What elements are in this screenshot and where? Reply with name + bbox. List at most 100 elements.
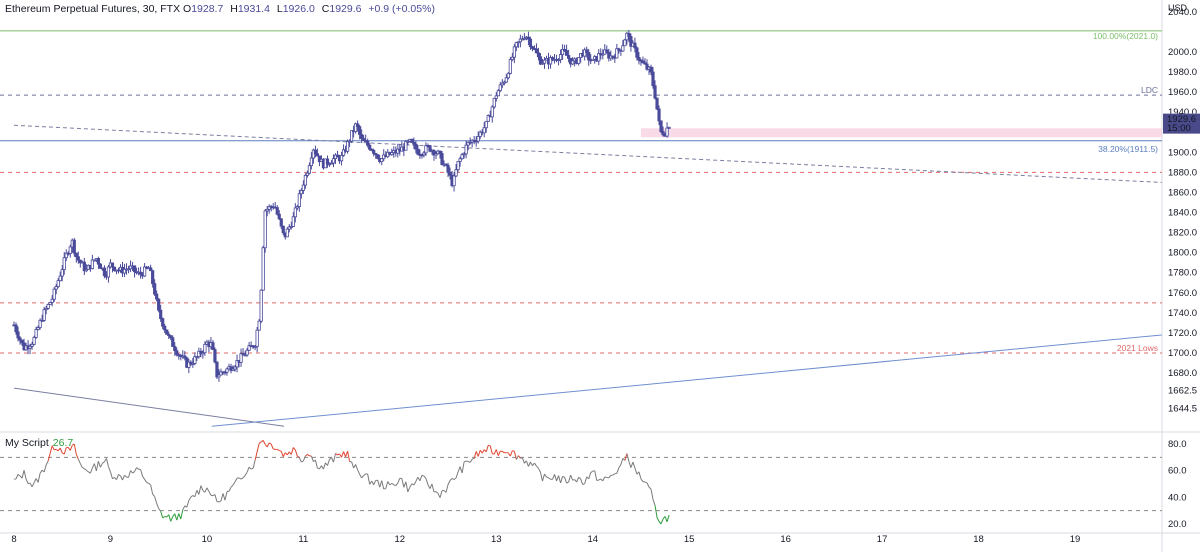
candle-body-205 (424, 145, 428, 154)
osc-segment-217 (449, 478, 453, 481)
osc-segment-19 (51, 445, 55, 451)
osc-segment-233 (481, 449, 485, 454)
candle-body-151 (315, 153, 320, 157)
candle-body-224 (462, 153, 466, 156)
candle-body-176 (366, 140, 370, 146)
candle-body-254 (522, 37, 527, 40)
osc-segment-256 (527, 461, 531, 467)
osc-segment-165 (345, 450, 349, 457)
level-label-2: 38.20%(1911.5) (1098, 144, 1158, 154)
osc-segment-240 (495, 449, 499, 456)
candle-body-73 (159, 309, 163, 319)
osc-segment-266 (548, 477, 551, 480)
candle-body-18 (48, 302, 52, 305)
level-label-1: LDC (1141, 85, 1158, 95)
osc-segment-161 (337, 453, 340, 456)
candle-body-49 (110, 262, 115, 268)
candle-body-55 (122, 268, 127, 274)
osc-segment-241 (497, 450, 501, 456)
change-value: +0.9 (+0.05%) (368, 3, 435, 15)
osc-segment-248 (512, 450, 515, 452)
candle-body-203 (420, 154, 424, 157)
osc-segment-318 (652, 499, 656, 506)
osc-segment-6 (25, 478, 29, 484)
osc-segment-206 (427, 484, 431, 489)
osc-segment-296 (608, 475, 612, 479)
osc-segment-9 (31, 482, 35, 488)
osc-segment-82 (178, 513, 182, 520)
candle-body-122 (257, 320, 261, 331)
time-tick-5: 13 (491, 534, 502, 545)
osc-segment-194 (403, 481, 407, 488)
candle-body-36 (84, 269, 88, 272)
candle-body-300 (615, 48, 619, 59)
candle-body-77 (167, 333, 171, 337)
osc-segment-87 (188, 496, 192, 501)
osc-segment-182 (379, 480, 383, 488)
osc-segment-23 (59, 447, 63, 454)
osc-segment-160 (335, 453, 338, 456)
osc-segment-299 (614, 472, 617, 475)
osc-segment-95 (204, 487, 208, 493)
osc-segment-177 (369, 480, 373, 485)
candle-body-22 (56, 280, 60, 287)
osc-segment-286 (588, 472, 592, 479)
osc-segment-196 (407, 486, 411, 493)
oscillator-pane (0, 439, 1162, 525)
candle-body-152 (317, 155, 322, 163)
candle-body-114 (241, 353, 245, 356)
candle-body-148 (309, 157, 314, 167)
time-axis[interactable]: 8 9 10 11 12 13 14 15 16 17 18 19 (11, 534, 1080, 545)
candle-body-95 (203, 343, 207, 354)
osc-segment-1 (15, 474, 19, 480)
osc-segment-174 (363, 473, 366, 476)
time-tick-0: 8 (11, 534, 16, 545)
osc-segment-261 (538, 468, 541, 473)
candle-body-323 (661, 131, 665, 136)
candle-body-31 (74, 252, 78, 258)
osc-segment-251 (517, 455, 521, 459)
osc-segment-107 (228, 486, 232, 492)
candle-body-45 (102, 267, 107, 277)
candle-body-60 (132, 265, 137, 273)
candle-body-223 (460, 154, 464, 160)
candle-body-325 (665, 127, 669, 137)
candle-body-101 (215, 361, 219, 378)
osc-segment-126 (266, 442, 270, 448)
candle-body-301 (617, 48, 621, 51)
osc-segment-44 (102, 461, 105, 464)
osc-segment-60 (134, 467, 138, 472)
candle-body-198 (410, 138, 414, 143)
osc-segment-219 (453, 477, 457, 480)
candle-body-103 (219, 371, 223, 376)
osc-segment-63 (140, 469, 144, 477)
price-tick-5: 1900.0 (1168, 147, 1197, 158)
osc-segment-284 (584, 476, 588, 484)
candle-body-10 (32, 337, 36, 345)
osc-segment-4 (21, 470, 25, 479)
high-label: H (230, 3, 238, 15)
candle-body-247 (508, 59, 512, 74)
osc-segment-70 (154, 496, 158, 504)
osc-segment-314 (644, 481, 648, 484)
price-tick-18: 1644.5 (1168, 404, 1197, 415)
last-price-value: 1929.6 (1167, 114, 1196, 125)
osc-segment-173 (361, 475, 365, 479)
candle-body-210 (434, 153, 438, 156)
osc-tick-0: 80.0 (1168, 439, 1187, 450)
osc-segment-47 (107, 466, 111, 473)
level-label-0: 100.00%(2021.0) (1093, 31, 1158, 41)
candle-body-163 (339, 154, 344, 162)
candle-body-156 (325, 158, 330, 165)
osc-segment-224 (463, 460, 467, 463)
candle-body-243 (500, 82, 504, 86)
osc-segment-136 (286, 451, 290, 456)
price-axis[interactable]: 2040.0 2000.0 1980.0 1960.0 1940.0 1900.0 1880… (1163, 7, 1200, 530)
osc-segment-220 (455, 471, 459, 479)
osc-segment-116 (246, 466, 250, 473)
osc-segment-121 (256, 443, 260, 452)
osc-segment-28 (69, 445, 73, 451)
candle-body-207 (428, 145, 432, 152)
osc-segment-124 (262, 440, 266, 445)
